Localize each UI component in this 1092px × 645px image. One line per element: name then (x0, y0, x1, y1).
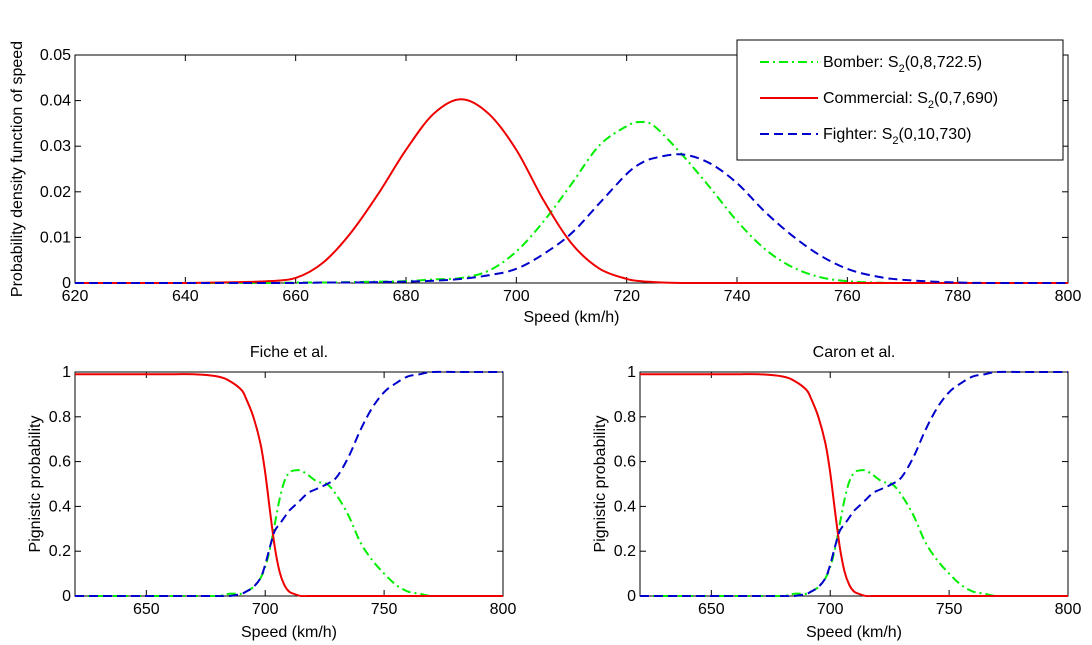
x-tick-label: 640 (172, 288, 199, 305)
plot-area (74, 371, 504, 597)
series-line-fighter (640, 370, 1068, 597)
y-tick-label: 0 (62, 588, 71, 605)
legend-box (736, 39, 1064, 161)
series-line-fighter (75, 153, 1068, 284)
y-axis-label: Pignistic probability (592, 416, 609, 553)
y-tick-label: 0.01 (40, 229, 71, 246)
chart-panel-1: 650 700 750 800 0 0.2 0.4 0.6 0.8 1 Speed (km/h) Pi… (27, 344, 516, 641)
series-line-commercial (75, 373, 503, 597)
y-tick-label: 0.8 (614, 409, 636, 426)
x-axis-label: Speed (km/h) (806, 624, 902, 641)
y-tick-label: 0 (62, 275, 71, 292)
x-tick-label: 750 (371, 601, 398, 618)
chart-title: Caron et al. (813, 344, 896, 361)
plot-area (639, 371, 1069, 597)
x-tick-label: 760 (834, 288, 861, 305)
legend-label: Bomber: S2(0,8,722.5) (823, 54, 982, 75)
y-tick-label: 0.4 (614, 498, 636, 515)
x-tick-label: 680 (393, 288, 420, 305)
x-tick-label: 620 (62, 288, 89, 305)
x-tick-label: 800 (1055, 288, 1082, 305)
y-tick-label: 0.2 (614, 543, 636, 560)
x-axis-label: Speed (km/h) (241, 624, 337, 641)
x-tick-label: 720 (613, 288, 640, 305)
y-tick-label: 0.4 (49, 498, 71, 515)
legend-label: Commercial: S2(0,7,690) (823, 90, 998, 111)
y-tick-label: 0.6 (49, 454, 71, 471)
y-tick-label: 0.04 (40, 93, 71, 110)
series-line-bomber (75, 120, 1068, 284)
y-tick-label: 0.2 (49, 543, 71, 560)
x-tick-label: 700 (817, 601, 844, 618)
series-line-commercial (640, 373, 1068, 597)
chart-panel-0: 620 640 660 680 700 720 740 760 780 800 0 0.01 0.02 0… (9, 39, 1082, 326)
x-tick-label: 800 (490, 601, 517, 618)
plot-area (74, 54, 1069, 284)
x-tick-label: 800 (1055, 601, 1082, 618)
x-tick-label: 700 (503, 288, 530, 305)
x-tick-label: 740 (724, 288, 751, 305)
x-axis-label: Speed (km/h) (523, 309, 619, 326)
x-tick-label: 780 (944, 288, 971, 305)
chart-panel-2: 650 700 750 800 0 0.2 0.4 0.6 0.8 1 Speed (km/h) Pi… (592, 344, 1081, 641)
y-tick-label: 0.05 (40, 47, 71, 64)
y-tick-label: 1 (62, 364, 71, 381)
x-tick-label: 750 (936, 601, 963, 618)
series-line-bomber (75, 469, 503, 597)
series-line-bomber (640, 469, 1068, 597)
x-tick-label: 650 (133, 601, 160, 618)
y-tick-label: 0.6 (614, 454, 636, 471)
y-axis-label: Pignistic probability (27, 416, 44, 553)
y-tick-label: 0.8 (49, 409, 71, 426)
legend-label: Fighter: S2(0,10,730) (823, 126, 971, 147)
series-line-commercial (75, 98, 1068, 284)
y-axis-label: Probability density function of speed (9, 41, 26, 297)
x-tick-label: 660 (282, 288, 309, 305)
x-tick-label: 650 (698, 601, 725, 618)
y-tick-label: 1 (627, 364, 636, 381)
chart-title: Fiche et al. (250, 344, 328, 361)
y-tick-label: 0 (627, 588, 636, 605)
x-tick-label: 700 (252, 601, 279, 618)
series-line-fighter (75, 370, 503, 597)
legend: Bomber: S2(0,8,722.5) Commercial: S2(0,7,… (736, 39, 1064, 161)
y-tick-label: 0.03 (40, 138, 71, 155)
y-tick-label: 0.02 (40, 184, 71, 201)
